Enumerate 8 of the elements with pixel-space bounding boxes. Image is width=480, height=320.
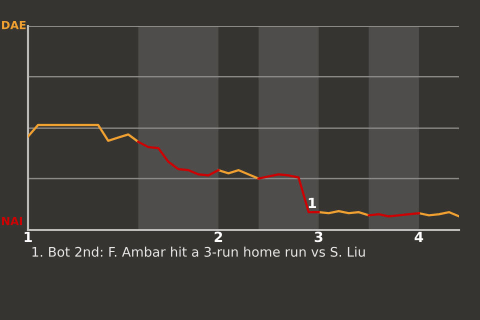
text: 1. Bot 2nd: F. Ambar hit a 3-run home run vs S. Liu (32, 246, 365, 257)
x-tick-label: 2 (214, 232, 222, 242)
x-tick-label: 1 (24, 232, 32, 242)
text: NAI (2, 216, 22, 226)
x-tick-label: 4 (414, 232, 424, 242)
x-tick-label: 3 (314, 232, 322, 242)
text: DAE (2, 20, 26, 30)
annotation: 1 (308, 198, 316, 208)
